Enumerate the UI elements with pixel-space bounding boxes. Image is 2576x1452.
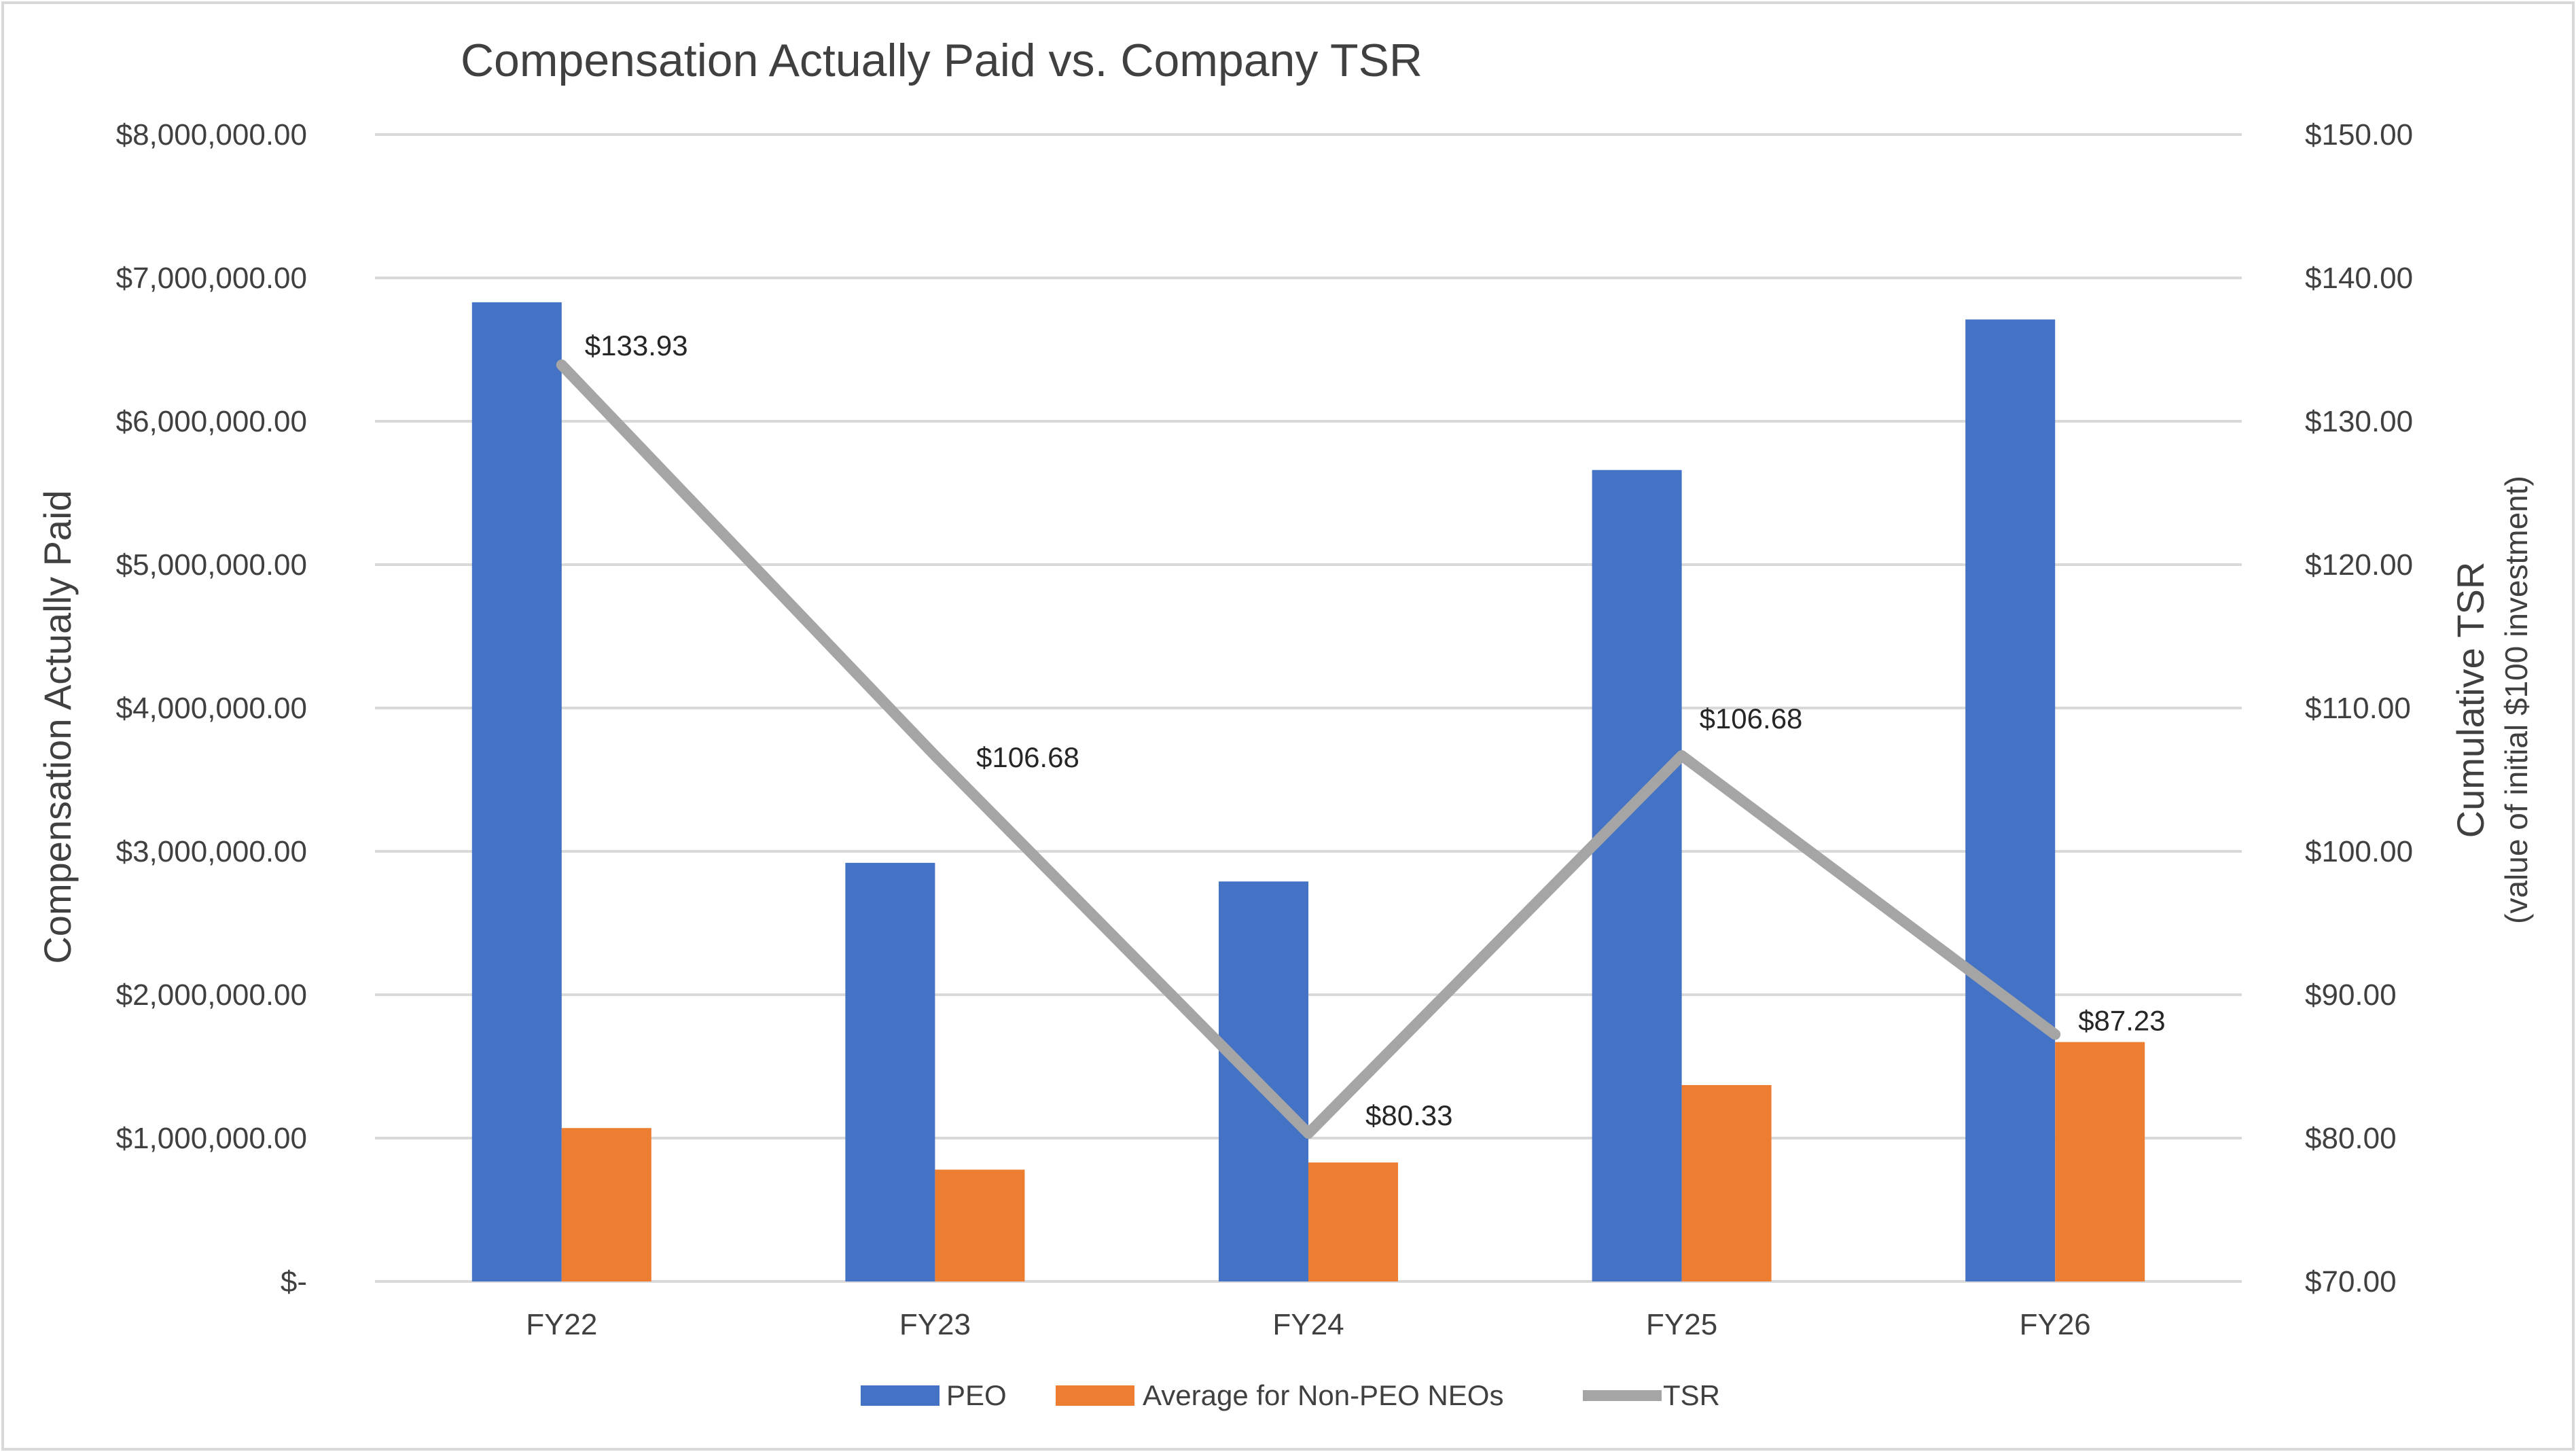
legend-label-tsr: TSR <box>1663 1379 1720 1411</box>
x-tick-label: FY24 <box>1272 1308 1344 1341</box>
y-tick-label-left: $- <box>281 1265 307 1298</box>
y-tick-label-left: $4,000,000.00 <box>116 692 307 725</box>
y-tick-label-right: $100.00 <box>2305 835 2413 868</box>
y-tick-label-right: $110.00 <box>2305 692 2411 725</box>
y-tick-label-right: $90.00 <box>2305 978 2397 1012</box>
y-axis-left-ticks: $8,000,000.00 $7,000,000.00 $6,000,000.00 $… <box>116 118 307 1298</box>
x-tick-label: FY23 <box>899 1308 971 1341</box>
legend-label-non-peo: Average for Non-PEO NEOs <box>1143 1379 1503 1411</box>
bar-non-peo <box>935 1169 1025 1281</box>
y-tick-label-right: $140.00 <box>2305 262 2413 295</box>
y-axis-right-subtitle: (value of initial $100 investment) <box>2499 476 2534 924</box>
y-axis-right-ticks: $150.00 $140.00 $130.00 $120.00 $110.00 $100.… <box>2305 118 2413 1298</box>
y-tick-label-left: $8,000,000.00 <box>116 118 307 152</box>
chart-title: Compensation Actually Paid vs. Company T… <box>461 35 1423 86</box>
tsr-data-label: $106.68 <box>1700 703 1803 734</box>
bar-peo <box>1965 319 2056 1282</box>
y-tick-label-left: $1,000,000.00 <box>116 1122 307 1155</box>
y-tick-label-left: $2,000,000.00 <box>116 978 307 1012</box>
x-tick-label: FY26 <box>2020 1308 2091 1341</box>
y-tick-label-right: $130.00 <box>2305 405 2413 438</box>
y-tick-label-right: $150.00 <box>2305 118 2413 152</box>
legend-swatch-non-peo <box>1056 1385 1134 1406</box>
bar-peo <box>845 862 935 1281</box>
tsr-data-label: $133.93 <box>585 330 688 361</box>
bar-non-peo <box>1308 1162 1398 1281</box>
bars <box>471 302 2145 1282</box>
tsr-data-label: $106.68 <box>976 741 1079 773</box>
tsr-data-labels: $133.93 $106.68 $80.33 $106.68 $87.23 <box>585 330 2166 1131</box>
y-tick-label-right: $70.00 <box>2305 1265 2397 1298</box>
bar-non-peo <box>2055 1042 2145 1281</box>
bar-peo <box>1592 470 1682 1281</box>
x-tick-label: FY25 <box>1646 1308 1717 1341</box>
bar-non-peo <box>1681 1084 1772 1281</box>
y-tick-label-left: $6,000,000.00 <box>116 405 307 438</box>
y-axis-left-title: Compensation Actually Paid <box>36 490 79 963</box>
tsr-data-label: $80.33 <box>1365 1099 1452 1131</box>
bar-peo <box>471 302 562 1281</box>
tsr-line <box>556 359 2061 1139</box>
x-tick-label: FY22 <box>526 1308 597 1341</box>
y-tick-label-left: $7,000,000.00 <box>116 262 307 295</box>
y-tick-label-left: $3,000,000.00 <box>116 835 307 868</box>
y-axis-right-title: Cumulative TSR <box>2449 562 2492 838</box>
legend: PEO Average for Non-PEO NEOs TSR <box>861 1379 1720 1411</box>
x-axis-ticks: FY22 FY23 FY24 FY25 FY26 <box>526 1308 2091 1341</box>
tsr-data-label: $87.23 <box>2078 1004 2165 1036</box>
bar-non-peo <box>561 1128 651 1281</box>
legend-label-peo: PEO <box>946 1379 1007 1411</box>
y-tick-label-left: $5,000,000.00 <box>116 548 307 582</box>
y-tick-label-right: $120.00 <box>2305 548 2413 582</box>
y-tick-label-right: $80.00 <box>2305 1122 2397 1155</box>
legend-swatch-peo <box>861 1385 940 1406</box>
tsr-line-group <box>556 359 2061 1139</box>
